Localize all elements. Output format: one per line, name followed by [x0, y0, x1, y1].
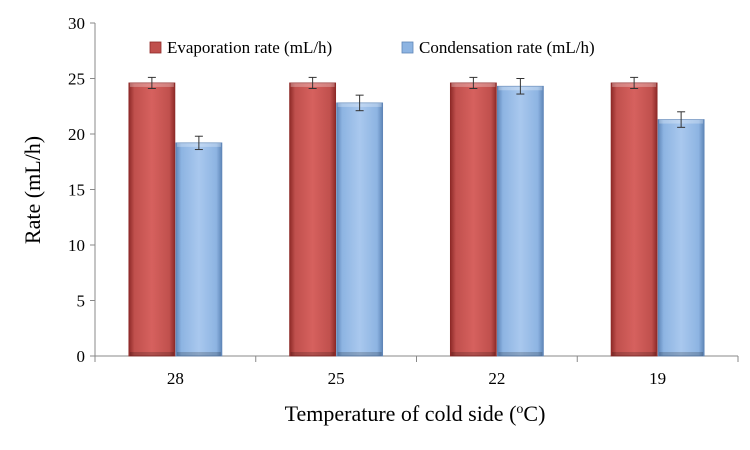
x-tick-label: 25 — [328, 369, 345, 388]
x-tick-label: 22 — [488, 369, 505, 388]
bar-condensation — [175, 142, 223, 357]
bar-condensation — [657, 119, 705, 357]
x-axis-title-main: Temperature of cold side ( — [285, 401, 517, 426]
bar-condensation — [496, 85, 544, 357]
legend-label-condensation: Condensation rate (mL/h) — [419, 38, 595, 57]
bar-bottom-bevel — [176, 352, 221, 356]
bar-evaporation — [610, 82, 658, 357]
legend-swatch-evaporation — [149, 41, 162, 54]
legend: Evaporation rate (mL/h) Condensation rat… — [149, 38, 595, 57]
x-tick-label: 19 — [649, 369, 666, 388]
legend-label-evaporation: Evaporation rate (mL/h) — [167, 38, 332, 57]
y-tick-label: 10 — [68, 236, 85, 255]
x-axis-title: Temperature of cold side (oC) — [285, 401, 546, 426]
bar-evaporation — [128, 82, 176, 357]
y-tick-label: 20 — [68, 125, 85, 144]
x-tick-label: 28 — [167, 369, 184, 388]
bar-bottom-bevel — [659, 352, 704, 356]
x-axis-title-end: C) — [523, 401, 545, 426]
plot-area: 0 5 10 15 20 25 30 28 25 22 19 — [68, 14, 739, 388]
bar-bottom-bevel — [290, 352, 335, 356]
legend-swatch-condensation — [401, 41, 414, 54]
y-axis-title: Rate (mL/h) — [20, 136, 45, 244]
bar-evaporation — [449, 82, 497, 357]
bar-condensation — [336, 102, 384, 357]
bar-bottom-bevel — [498, 352, 543, 356]
y-tick-label: 0 — [77, 347, 86, 366]
x-axis-title-superscript: o — [516, 402, 523, 417]
y-tick-label: 5 — [77, 292, 86, 311]
bar-bottom-bevel — [612, 352, 657, 356]
bar-evaporation — [289, 82, 337, 357]
bar-bottom-bevel — [337, 352, 382, 356]
y-tick-label: 15 — [68, 181, 85, 200]
y-tick-label: 25 — [68, 70, 85, 89]
bar-bottom-bevel — [129, 352, 174, 356]
y-tick-label: 30 — [68, 14, 85, 33]
bar-bottom-bevel — [451, 352, 496, 356]
